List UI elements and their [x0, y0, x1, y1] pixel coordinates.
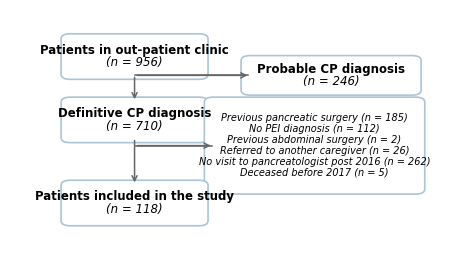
Text: Probable CP diagnosis: Probable CP diagnosis [257, 62, 405, 76]
FancyBboxPatch shape [61, 97, 208, 143]
Text: Previous pancreatic surgery (n = 185): Previous pancreatic surgery (n = 185) [221, 114, 408, 123]
Text: (n = 118): (n = 118) [106, 203, 163, 216]
Text: Referred to another caregiver (n = 26): Referred to another caregiver (n = 26) [220, 146, 410, 156]
Text: (n = 246): (n = 246) [303, 75, 359, 88]
Text: (n = 710): (n = 710) [106, 120, 163, 133]
Text: (n = 956): (n = 956) [106, 57, 163, 69]
FancyBboxPatch shape [241, 56, 421, 95]
FancyBboxPatch shape [61, 180, 208, 226]
Text: Patients included in the study: Patients included in the study [35, 190, 234, 203]
Text: No visit to pancreatologist post 2016 (n = 262): No visit to pancreatologist post 2016 (n… [199, 157, 430, 167]
Text: Deceased before 2017 (n = 5): Deceased before 2017 (n = 5) [240, 168, 389, 178]
Text: Patients in out-patient clinic: Patients in out-patient clinic [40, 44, 229, 57]
FancyBboxPatch shape [61, 34, 208, 79]
Text: Previous abdominal surgery (n = 2): Previous abdominal surgery (n = 2) [228, 135, 401, 145]
Text: Definitive CP diagnosis: Definitive CP diagnosis [58, 107, 211, 120]
Text: No PEI diagnosis (n = 112): No PEI diagnosis (n = 112) [249, 124, 380, 134]
FancyBboxPatch shape [204, 97, 425, 194]
